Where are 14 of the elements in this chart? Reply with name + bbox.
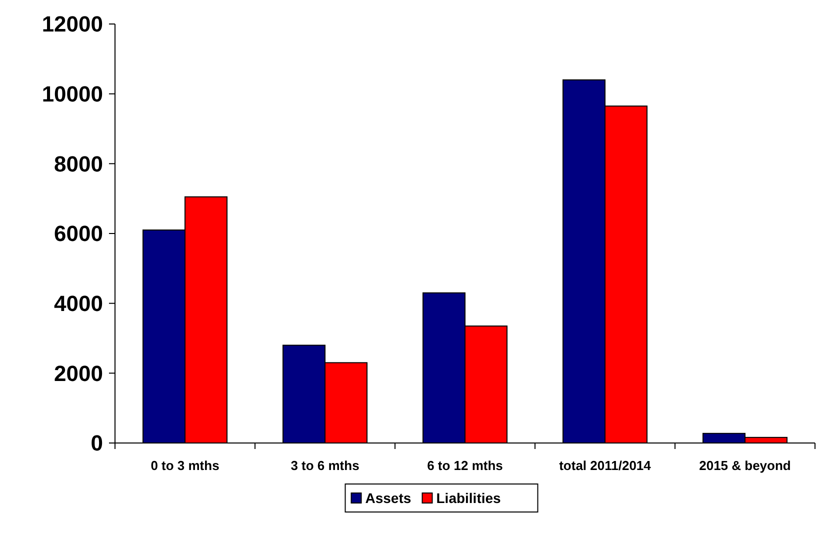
x-tick-label: 2015 & beyond	[699, 458, 791, 473]
x-tick-label: 0 to 3 mths	[150, 458, 220, 473]
x-tick-label: total 2011/2014	[559, 458, 652, 473]
x-tick-label: 6 to 12 mths	[427, 458, 503, 473]
y-tick-label: 6000	[54, 221, 103, 246]
x-tick-label: 3 to 6 mths	[290, 458, 360, 473]
y-tick-label: 12000	[42, 12, 103, 37]
legend-label: Assets	[365, 490, 412, 506]
y-tick-label: 0	[90, 430, 103, 456]
y-tick-label: 2000	[54, 360, 103, 386]
y-tick-label: 4000	[54, 291, 103, 316]
legend-label: Liabilities	[436, 490, 502, 506]
y-tick-label: 10000	[42, 82, 103, 107]
y-tick-label: 8000	[54, 151, 103, 176]
